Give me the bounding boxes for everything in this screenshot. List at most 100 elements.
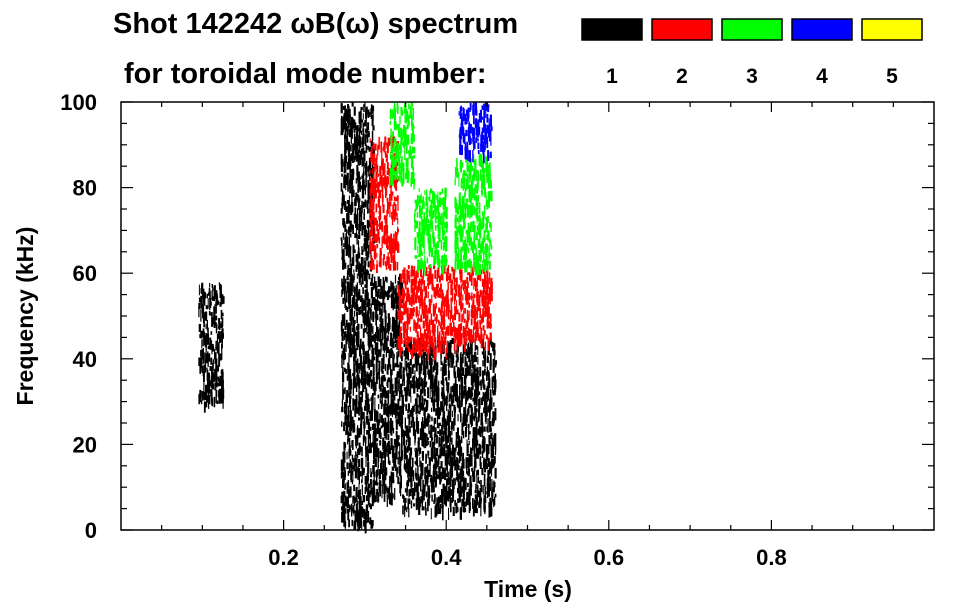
mode-3-mark [393, 105, 396, 118]
mode-1-mark [361, 466, 364, 476]
mode-1-mark [343, 501, 346, 515]
mode-1-mark [371, 395, 373, 404]
mode-1-mark [347, 405, 350, 418]
mode-1-mark [356, 273, 358, 279]
mode-2-mark [373, 188, 376, 199]
mode-1-mark [396, 355, 399, 361]
mode-1-mark [351, 281, 353, 291]
mode-1-mark [349, 262, 351, 267]
mode-1-mark [346, 389, 349, 398]
mode-3-mark [431, 247, 434, 257]
mode-1-mark [353, 500, 356, 506]
mode-1-mark [404, 357, 406, 371]
mode-1-mark [365, 495, 368, 501]
mode-1-mark [386, 406, 389, 411]
mode-1-mark [451, 464, 454, 468]
mode-1-mark [423, 389, 426, 397]
mode-1-mark [347, 210, 350, 224]
mode-2-mark [401, 338, 403, 344]
mode-2-mark [488, 287, 491, 298]
mode-1-mark [346, 125, 349, 136]
mode-3-mark [441, 188, 444, 194]
mode-3-mark [438, 255, 440, 267]
mode-1-mark [471, 377, 474, 390]
mode-1-mark [341, 173, 343, 177]
mode-2-mark [384, 183, 386, 189]
mode-3-mark [412, 125, 415, 129]
mode-1-mark [471, 355, 473, 362]
mode-1-mark [467, 462, 470, 470]
mode-2-mark [479, 336, 482, 342]
mode-3-mark [475, 187, 478, 192]
mode-1-mark [366, 513, 368, 524]
mode-1-mark [342, 258, 345, 270]
mode-2-mark [447, 325, 450, 336]
mode-3-mark [469, 204, 472, 216]
mode-1-mark [203, 292, 206, 299]
mode-2-mark [370, 177, 372, 189]
mode-1-mark [341, 341, 343, 349]
mode-1-mark [347, 509, 350, 521]
mode-1-mark [370, 277, 373, 286]
mode-2-mark [477, 300, 480, 312]
mode-1-mark [449, 454, 452, 462]
mode-1-mark [404, 417, 406, 429]
mode-1-mark [346, 200, 350, 204]
mode-1-mark [216, 324, 218, 331]
mode-1-mark [365, 415, 367, 423]
mode-3-mark [487, 191, 489, 195]
mode-3-mark [393, 120, 396, 130]
mode-1-mark [433, 361, 436, 371]
legend-swatch-4 [791, 18, 853, 41]
mode-1-mark [345, 135, 348, 149]
mode-1-mark [362, 507, 364, 515]
mode-1-mark [479, 488, 482, 496]
mode-1-mark [433, 471, 435, 482]
mode-1-mark [425, 453, 427, 464]
mode-1-mark [383, 442, 385, 447]
mode-1-mark [424, 501, 427, 510]
mode-2-mark [456, 327, 459, 339]
mode-1-mark [441, 401, 444, 412]
mode-1-mark [383, 490, 386, 502]
mode-2-mark [473, 293, 476, 298]
mode-3-mark [472, 202, 474, 209]
mode-2-mark [455, 306, 458, 315]
mode-1-mark [354, 196, 357, 201]
mode-1-mark [354, 357, 356, 366]
mode-1-mark [353, 347, 356, 359]
mode-1-mark [440, 401, 443, 408]
mode-2-mark [447, 299, 450, 308]
mode-1-mark [351, 169, 354, 178]
mode-1-mark [210, 380, 212, 387]
mode-3-mark [470, 260, 472, 274]
mode-2-mark [486, 319, 489, 329]
mode-1-mark [357, 468, 360, 473]
mode-3-mark [489, 196, 492, 202]
mode-1-mark [379, 450, 382, 459]
mode-3-mark [390, 134, 393, 142]
mode-2-mark [421, 289, 424, 299]
mode-1-mark [374, 446, 377, 458]
mode-2-mark [387, 240, 389, 244]
mode-2-mark [425, 271, 428, 276]
mode-1-mark [357, 291, 359, 301]
mode-1-mark [405, 455, 408, 465]
mode-1-mark [206, 394, 208, 408]
mode-3-mark [437, 220, 439, 229]
mode-1-mark [428, 457, 431, 466]
mode-1-mark [356, 342, 359, 351]
mode-2-mark [382, 191, 384, 199]
mode-1-mark [218, 351, 220, 359]
mode-1-mark [364, 260, 367, 274]
mode-2-mark [394, 184, 396, 190]
mode-3-mark [454, 248, 457, 254]
mode-1-mark [450, 468, 452, 476]
mode-2-mark [461, 269, 463, 282]
mode-3-mark [464, 188, 466, 198]
mode-2-mark [391, 211, 393, 220]
mode-1-mark [465, 457, 468, 469]
mode-1-mark [458, 395, 461, 407]
mode-1-mark [442, 483, 445, 497]
mode-1-mark [360, 221, 363, 226]
